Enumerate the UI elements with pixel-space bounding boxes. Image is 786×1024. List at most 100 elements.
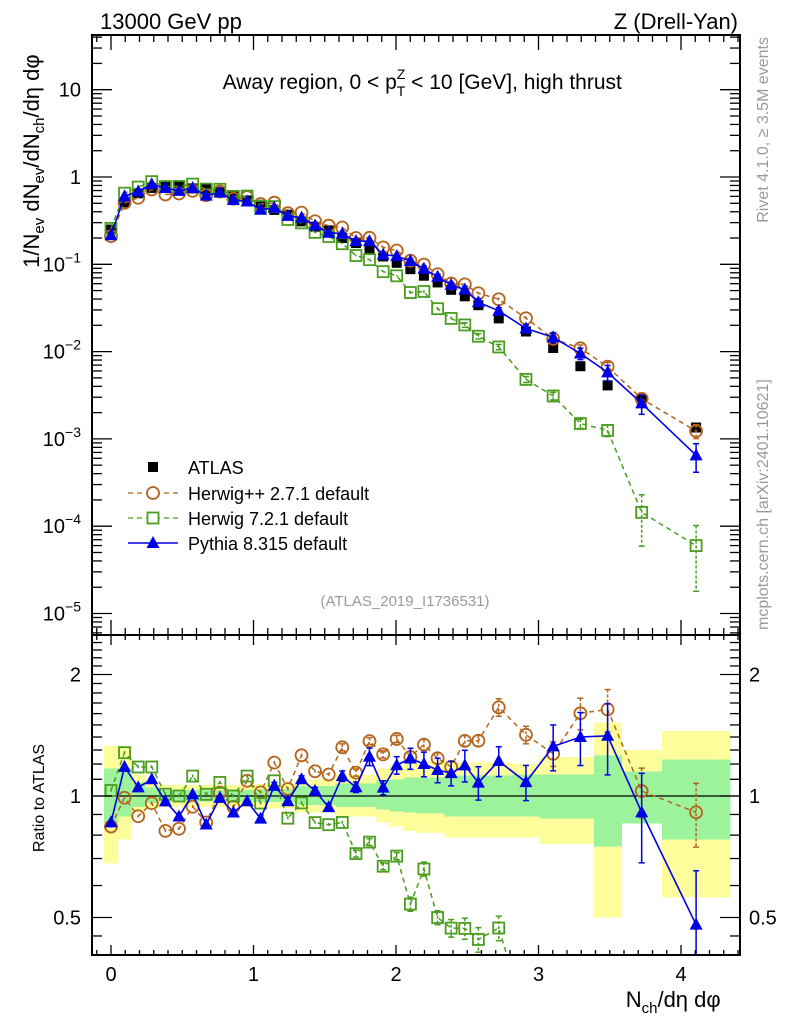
pythia-marker <box>349 234 363 247</box>
herwig7-marker <box>471 329 485 343</box>
herwigpp-error-bar <box>339 743 346 752</box>
y-tick-label-exponent: −2 <box>65 337 81 353</box>
legend-label: Herwig 7.2.1 default <box>188 509 348 529</box>
herwig7-error-bar <box>638 494 645 547</box>
y-axis-title-sub: ev <box>31 217 48 233</box>
pythia-error-bar <box>693 870 700 955</box>
pythia-marker <box>118 759 132 772</box>
atlas-marker <box>418 270 429 281</box>
atlas-marker <box>548 342 559 353</box>
pythia-marker <box>308 783 322 796</box>
pythia-marker <box>295 210 309 223</box>
herwig7-marker <box>186 769 200 783</box>
herwig7-error-bar <box>475 332 482 340</box>
legend: ATLAS Herwig++ 2.7.1 default Herwig 7.2.… <box>128 458 369 554</box>
herwig7-error-bar <box>550 1001 556 1024</box>
pythia-marker <box>281 794 295 807</box>
pythia-marker <box>492 303 506 316</box>
herwig7-marker <box>172 789 186 803</box>
pythia-marker <box>519 775 533 788</box>
herwigpp-marker <box>294 748 309 763</box>
pythia-marker <box>267 200 281 213</box>
plot-title-sub: T <box>397 83 406 99</box>
herwig7-error-bar <box>495 343 502 351</box>
herwig7-marker <box>199 787 213 801</box>
pythia-marker <box>186 181 200 194</box>
herwig7-marker <box>403 897 417 911</box>
herwig7-marker <box>376 859 390 873</box>
axis-ticks <box>92 35 740 955</box>
herwig7-error-bar <box>380 861 387 871</box>
y-tick-label: 10−4 <box>43 511 81 538</box>
herwigpp-error-bar <box>380 750 387 759</box>
herwig7-marker <box>363 253 376 267</box>
pythia-marker <box>322 225 336 238</box>
y-tick-label-base: 10 <box>43 516 65 538</box>
pythia-marker <box>471 295 485 308</box>
herwig7-marker <box>390 269 404 283</box>
atlas-marker <box>602 380 613 391</box>
pythia-marker <box>362 234 376 247</box>
herwig7-marker <box>458 922 472 935</box>
herwig7-error-bar <box>495 915 502 942</box>
pythia-marker <box>573 730 587 743</box>
atlas-marker <box>391 257 402 268</box>
herwig7-error-bar <box>522 375 529 384</box>
pythia-marker <box>158 181 172 194</box>
pythia-marker <box>376 780 390 793</box>
herwigpp-marker <box>308 764 322 779</box>
pythia-marker <box>104 815 118 828</box>
herwigpp-line <box>110 188 697 432</box>
herwigpp-marker <box>457 733 472 748</box>
pythia-marker <box>254 202 268 215</box>
herwig7-marker <box>295 796 308 810</box>
pythia-marker <box>145 177 159 190</box>
herwigpp-marker <box>267 755 282 770</box>
pythia-marker <box>458 282 472 295</box>
pythia-marker <box>199 817 213 830</box>
pythia-marker <box>240 794 254 807</box>
ratio-panel-marks <box>104 688 704 1024</box>
plot-title-sup: Z <box>397 66 406 82</box>
y-axis-title: 1/Nev dNev/dNch/dη dφ <box>19 36 48 298</box>
pythia-error-bar <box>638 772 645 864</box>
pythia-marker <box>403 254 417 267</box>
pythia-marker <box>362 749 376 762</box>
pythia-marker <box>172 183 186 196</box>
y-axis-title-part: /dN <box>19 133 44 167</box>
x-axis-title-sub: ch <box>642 1000 658 1017</box>
y-tick-label-exponent: −5 <box>65 599 81 615</box>
herwig7-marker <box>492 340 506 354</box>
x-tick-label: 2 <box>390 964 401 986</box>
y-tick-label-exponent: −4 <box>65 511 81 527</box>
herwig7-marker <box>118 746 131 760</box>
y-tick-label: 10−2 <box>43 337 81 364</box>
herwigpp-error-bar <box>393 734 400 744</box>
herwig7-error-bar <box>393 851 400 861</box>
legend-item-pythia: Pythia 8.315 default <box>128 534 347 554</box>
herwig7-marker <box>213 776 227 789</box>
herwigpp-circle-icon <box>146 486 160 500</box>
y-tick-label: 10−3 <box>43 424 81 451</box>
atlas-square-icon <box>148 462 158 472</box>
herwigpp-marker <box>376 747 391 762</box>
herwig7-marker <box>635 505 649 519</box>
x-axis-title: Nch/dη dφ <box>595 987 739 1017</box>
y-tick-label-base: 10 <box>43 429 65 451</box>
legend-label: Herwig++ 2.7.1 default <box>188 484 369 504</box>
pythia-marker <box>376 247 390 260</box>
pythia-marker <box>281 208 295 221</box>
herwig7-marker <box>363 835 376 849</box>
herwig7-marker <box>573 417 587 430</box>
herwig7-marker <box>458 318 472 332</box>
y-tick-label-base: 10 <box>43 254 65 276</box>
pythia-marker <box>172 809 186 822</box>
herwig7-marker <box>240 769 254 783</box>
herwigpp-error-bar <box>420 738 427 751</box>
herwig7-marker <box>546 389 560 403</box>
ratio-tick-label-right: 0.5 <box>749 908 777 930</box>
pythia-marker <box>335 769 349 782</box>
pythia-ratio-series <box>104 703 703 955</box>
pythia-marker <box>546 739 560 752</box>
